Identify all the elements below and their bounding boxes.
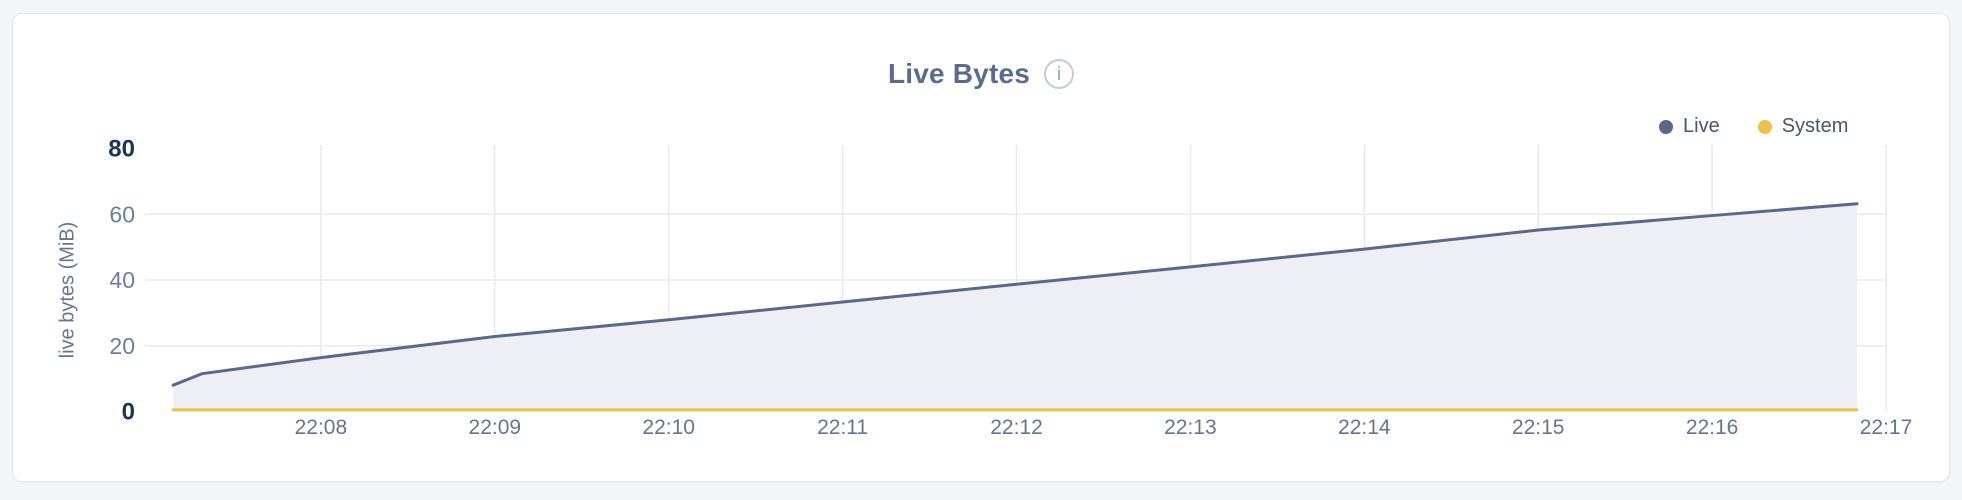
x-tick-label: 22:17: [1860, 416, 1913, 439]
x-tick-label: 22:14: [1338, 416, 1391, 439]
x-tick-label: 22:12: [990, 416, 1043, 439]
y-tick-label: 60: [109, 201, 135, 227]
x-tick-label: 22:11: [817, 416, 868, 439]
live-area-fill: [173, 203, 1858, 412]
info-icon[interactable]: i: [1044, 59, 1075, 89]
y-tick-label: 80: [108, 136, 135, 163]
x-tick-label: 22:15: [1512, 416, 1565, 439]
legend-item-system[interactable]: System: [1757, 115, 1849, 138]
chart-header: Live Bytes i: [13, 58, 1949, 90]
legend-label-system: System: [1781, 115, 1849, 137]
x-tick-label: 22:16: [1686, 416, 1739, 439]
live-line: [171, 202, 1859, 387]
legend: Live System: [1659, 115, 1848, 138]
live-legend-dot-icon: [1659, 119, 1673, 134]
x-tick-label: 22:08: [295, 416, 348, 439]
y-tick-label: 40: [109, 267, 135, 293]
system-legend-dot-icon: [1757, 119, 1772, 134]
x-tick-label: 22:10: [642, 416, 695, 439]
legend-label-live: Live: [1683, 115, 1720, 137]
y-tick-label: 0: [122, 399, 135, 426]
y-tick-label: 20: [109, 333, 135, 359]
x-tick-label: 22:09: [469, 416, 522, 439]
legend-item-live[interactable]: Live: [1659, 115, 1720, 138]
x-tick-label: 22:13: [1164, 416, 1217, 439]
chart-title: Live Bytes: [887, 58, 1031, 89]
